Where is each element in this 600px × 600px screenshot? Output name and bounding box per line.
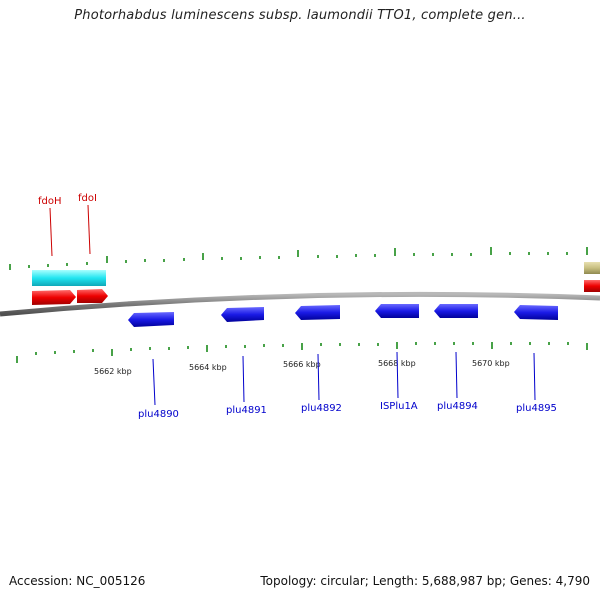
gene-cyan-feature[interactable] <box>32 270 106 286</box>
gene-plu4894[interactable] <box>434 304 478 318</box>
gene-fdoi[interactable] <box>77 289 108 303</box>
gene-red-edge-feature[interactable] <box>584 280 600 292</box>
gene-label-fdoi[interactable]: fdoI <box>78 193 97 204</box>
genome-title: Photorhabdus luminescens subsp. laumondi… <box>74 8 526 23</box>
gene-tan-feature[interactable] <box>584 262 600 274</box>
gene-plu4895[interactable] <box>514 305 558 320</box>
accession-label: Accession: NC_005126 <box>9 574 146 588</box>
gene-label-isplu1a[interactable]: ISPlu1A <box>380 401 418 412</box>
leader-line-fdoh <box>49 207 53 257</box>
leader-line-isplu1a <box>396 351 399 399</box>
gene-label-fdoh[interactable]: fdoH <box>38 196 62 207</box>
scale-label: 5666 kbp <box>283 360 321 369</box>
scale-label: 5670 kbp <box>472 359 510 368</box>
leader-line-fdoi <box>87 204 91 255</box>
gene-label-plu4890[interactable]: plu4890 <box>138 409 179 420</box>
leader-line-plu4894 <box>455 351 458 399</box>
gene-label-plu4895[interactable]: plu4895 <box>516 403 557 414</box>
scale-label: 5662 kbp <box>94 367 132 376</box>
leader-line-plu4892 <box>317 353 320 401</box>
gene-isplu1a[interactable] <box>375 304 419 318</box>
gene-plu4890[interactable] <box>128 312 174 327</box>
gene-label-plu4891[interactable]: plu4891 <box>226 405 267 416</box>
gene-fdoh[interactable] <box>32 290 76 305</box>
leader-line-plu4891 <box>242 355 245 403</box>
gene-label-plu4892[interactable]: plu4892 <box>301 403 342 414</box>
gene-plu4892[interactable] <box>295 305 340 320</box>
leader-line-plu4890 <box>152 358 156 406</box>
top-ticks <box>9 247 588 270</box>
scale-label: 5664 kbp <box>189 363 227 372</box>
gene-plu4891[interactable] <box>221 307 264 322</box>
genome-summary: Topology: circular; Length: 5,688,987 bp… <box>260 574 590 588</box>
bottom-ticks <box>16 342 588 363</box>
gene-label-plu4894[interactable]: plu4894 <box>437 401 478 412</box>
genome-backbone <box>0 291 600 317</box>
leader-line-plu4895 <box>533 352 536 401</box>
